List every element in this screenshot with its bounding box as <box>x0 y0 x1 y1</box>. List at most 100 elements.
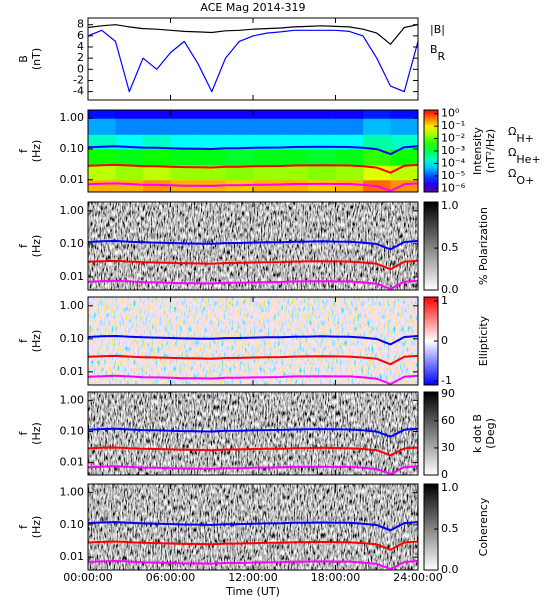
x-tick-label: 00:00:00 <box>63 571 112 584</box>
heatmap-cell <box>280 165 309 181</box>
legend-label: BR <box>430 43 446 63</box>
series-line <box>88 279 418 290</box>
series-line <box>88 335 418 346</box>
heatmap-cell <box>198 148 226 166</box>
y-axis-label: f <box>17 243 30 248</box>
heatmap-cell <box>308 148 336 166</box>
series-line <box>88 163 418 174</box>
heatmap-cell <box>335 110 364 119</box>
heatmap-cell <box>88 179 116 192</box>
x-axis-label: Time (UT) <box>225 585 280 598</box>
heatmap-cell <box>335 134 364 150</box>
heatmap-cell <box>390 179 418 192</box>
heatmap-cell <box>308 134 336 150</box>
heatmap-cell <box>115 165 144 181</box>
series-line <box>88 240 418 251</box>
colorbar-tick-label: 0 <box>441 334 448 347</box>
y-axis-label: f <box>17 524 30 529</box>
series-line <box>88 259 418 271</box>
heatmap-cell <box>280 148 309 166</box>
legend-label: ΩH+ <box>508 125 534 145</box>
y-tick-label: 6 <box>77 29 84 42</box>
heatmap-cell <box>115 179 144 192</box>
heatmap-cell <box>198 118 226 135</box>
heatmap-cell <box>335 165 364 181</box>
heatmap-cell <box>170 134 199 150</box>
heatmap-cell <box>253 165 281 181</box>
spectrogram-texture <box>88 297 418 385</box>
heatmap-cell <box>390 165 418 181</box>
heatmap-cell <box>225 134 254 150</box>
series-line <box>88 145 418 156</box>
colorbar-label: (nT²/Hz) <box>484 129 497 173</box>
heatmap-cell <box>253 134 281 150</box>
colorbar-label: (Deg) <box>484 418 497 449</box>
heatmap-cell <box>363 134 391 150</box>
y-tick-label: 0.01 <box>60 173 85 186</box>
spectrogram-texture <box>88 392 418 475</box>
y-tick-label: 1.00 <box>60 486 85 499</box>
colorbar-tick-label: 0.0 <box>441 563 459 576</box>
y-tick-label: 0.10 <box>60 332 85 345</box>
heatmap-cell <box>88 118 116 135</box>
y-axis-label: (Hz) <box>30 422 43 445</box>
legend-label: |B| <box>430 23 445 36</box>
series-line <box>88 29 418 93</box>
y-axis-label: f <box>17 430 30 435</box>
heatmap-cell <box>115 118 144 135</box>
colorbar-label: Ellipticity <box>477 315 490 366</box>
colorbar-tick-label: 10⁻² <box>441 132 465 145</box>
heatmap-cell <box>225 165 254 181</box>
y-axis-label: (nT) <box>30 48 43 70</box>
series-line <box>88 560 418 570</box>
heatmap-cell <box>88 165 116 181</box>
colorbar-tick-label: 10⁻⁵ <box>441 169 465 182</box>
y-tick-label: 8 <box>77 18 84 31</box>
heatmap-cell <box>363 118 391 135</box>
colorbar <box>423 391 439 476</box>
x-tick-label: 24:00:00 <box>393 571 442 584</box>
heatmap-cell <box>280 179 309 192</box>
y-tick-label: 0.10 <box>60 518 85 531</box>
x-tick-label: 06:00:00 <box>146 571 195 584</box>
panel <box>88 392 418 475</box>
y-tick-label: 0.01 <box>60 550 85 563</box>
y-tick-label: 1.00 <box>60 299 85 312</box>
colorbar-tick-label: 90 <box>441 387 455 400</box>
y-tick-label: -2 <box>73 73 84 86</box>
y-tick-label: 0.01 <box>60 270 85 283</box>
colorbar <box>423 201 439 291</box>
heatmap-cell <box>143 165 171 181</box>
heatmap-cell <box>280 110 309 119</box>
heatmap-cell <box>253 179 281 192</box>
heatmap-cell <box>88 110 116 119</box>
series-line <box>88 374 418 385</box>
spectrogram-texture <box>88 484 418 570</box>
y-tick-label: 0.10 <box>60 237 85 250</box>
heatmap-cell <box>390 118 418 135</box>
y-axis-label: f <box>17 338 30 343</box>
heatmap-cell <box>198 110 226 119</box>
series-line <box>88 24 418 45</box>
colorbar-label: Intensity <box>471 127 484 175</box>
colorbar-label: % Polarization <box>477 207 490 285</box>
panel <box>88 110 418 192</box>
x-tick-label: 18:00:00 <box>311 571 360 584</box>
heatmap-cell <box>308 165 336 181</box>
heatmap-cell <box>198 134 226 150</box>
colorbar-tick-label: -1 <box>441 374 452 387</box>
y-tick-label: 0 <box>77 62 84 75</box>
heatmap-cell <box>170 118 199 135</box>
heatmap-cell <box>253 118 281 135</box>
y-tick-label: 0.10 <box>60 424 85 437</box>
colorbar-tick-label: 10⁻¹ <box>441 119 465 132</box>
y-tick-label: 0.01 <box>60 365 85 378</box>
colorbar-tick-label: 0.5 <box>441 522 459 535</box>
legend-label: ΩO+ <box>508 167 534 187</box>
colorbar-label: Coherency <box>477 497 490 556</box>
series-line <box>88 465 418 475</box>
heatmap-cell <box>308 118 336 135</box>
colorbar-tick-label: 10⁻⁴ <box>441 156 466 169</box>
heatmap-cell <box>363 110 391 119</box>
